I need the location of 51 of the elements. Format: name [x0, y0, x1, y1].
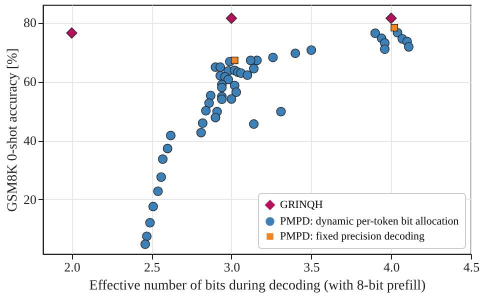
point	[148, 202, 158, 212]
point	[166, 130, 176, 140]
point	[306, 45, 316, 55]
point	[66, 27, 78, 39]
point	[217, 82, 227, 92]
y-tick-label: 80	[24, 15, 36, 30]
point	[226, 12, 238, 24]
point	[162, 144, 172, 154]
point	[242, 70, 252, 80]
y-axis-title: GSM8K 0-shot accuracy [%]	[6, 48, 20, 212]
point	[140, 240, 150, 250]
legend-label: PMPD: fixed precision decoding	[280, 230, 426, 242]
legend-label: GRINQH	[280, 199, 323, 211]
x-tick-label: 3.5	[304, 260, 320, 274]
point	[231, 87, 241, 97]
point	[145, 218, 155, 228]
y-tick-label: 20	[24, 192, 36, 207]
y-tick-label: 60	[24, 74, 36, 90]
x-tick-label: 4.0	[384, 260, 400, 274]
point	[249, 119, 259, 129]
x-axis-title: Effective number of bits during decoding (with 8-bit prefill)	[89, 278, 426, 294]
point	[290, 48, 300, 58]
point	[226, 94, 236, 104]
point	[249, 64, 259, 74]
point	[380, 44, 390, 54]
point	[230, 56, 238, 64]
point	[217, 94, 227, 104]
point	[210, 112, 220, 122]
point	[246, 56, 256, 66]
point	[386, 12, 397, 24]
point	[158, 154, 168, 164]
point	[206, 90, 216, 100]
x-tick-label: 2.0	[64, 260, 80, 274]
y-tick-label: 40	[24, 133, 36, 148]
point	[370, 28, 380, 38]
point	[156, 172, 166, 182]
legend-label: PMPD: dynamic per-token bit allocation	[280, 216, 460, 228]
point	[404, 42, 414, 52]
point	[142, 232, 152, 242]
point	[276, 106, 286, 116]
point	[390, 24, 398, 32]
point	[153, 186, 163, 196]
x-tick-label: 3.0	[224, 260, 240, 274]
point	[216, 62, 226, 72]
point	[196, 128, 206, 138]
point	[268, 52, 278, 62]
point	[201, 106, 211, 116]
x-tick-label: 4.5	[463, 260, 480, 274]
point	[198, 118, 208, 128]
x-tick-label: 2.5	[144, 260, 160, 274]
point	[204, 98, 214, 108]
